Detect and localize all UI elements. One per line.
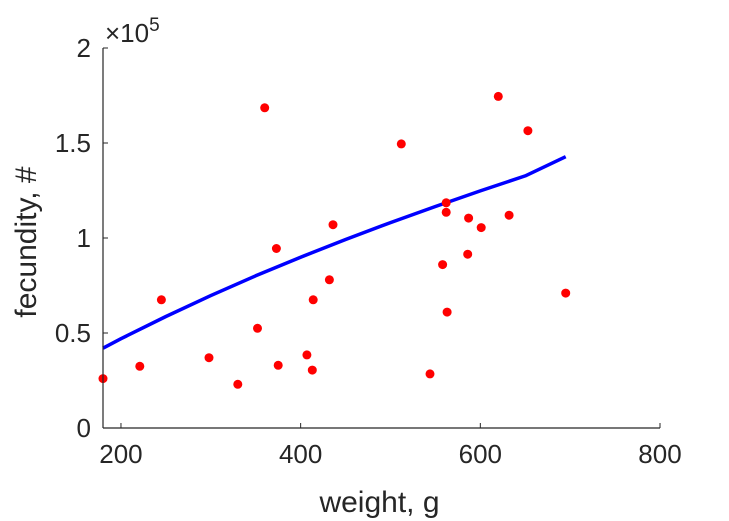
data-point [253,323,262,333]
data-point [307,365,317,375]
data-point [302,350,312,360]
data-points-layer [98,91,571,389]
data-point [463,249,473,259]
y-tick-label: 0 [77,413,91,443]
data-point [308,295,318,305]
data-point [561,288,571,298]
data-point [324,275,334,285]
data-point [271,244,281,253]
data-point [493,91,503,101]
data-point [396,139,406,149]
y-tick-label: 2 [77,33,91,63]
data-point [328,220,338,230]
data-point [156,295,166,305]
exponent-base: ×10 [105,18,149,48]
data-point [442,307,452,317]
data-point [204,353,214,363]
x-tick-label: 600 [459,439,502,469]
y-axis-exponent: ×105 [105,15,160,48]
data-point [260,103,270,113]
ticks: 200 400 600 800 0 0.5 1 1.5 2 [55,33,682,469]
data-point [273,360,283,370]
x-tick-label: 400 [279,439,322,469]
data-point [464,213,474,223]
fit-curve [102,155,567,350]
y-tick-label: 0.5 [55,318,91,348]
x-tick-label: 200 [99,439,142,469]
axes [102,48,660,429]
data-point [441,198,451,208]
data-point [441,207,451,217]
data-point [504,210,514,220]
y-axis-label: fecundity, # [10,166,43,318]
y-tick-label: 1.5 [55,128,91,158]
data-point [233,379,243,389]
data-point [476,223,486,233]
fit-curve-layer [102,155,567,350]
data-point [425,369,435,379]
x-axis-label: weight, g [318,486,439,519]
x-tick-label: 800 [638,439,681,469]
exponent-power: 5 [149,15,160,36]
data-point [438,260,448,270]
data-point [523,126,533,136]
data-point [135,361,145,371]
y-tick-label: 1 [77,223,91,253]
